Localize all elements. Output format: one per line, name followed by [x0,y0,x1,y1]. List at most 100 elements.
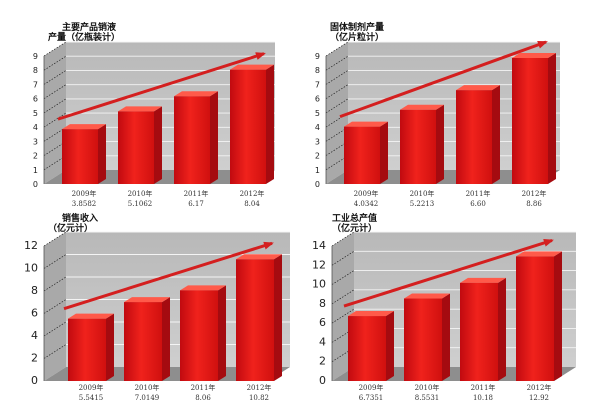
bar-front [62,129,98,184]
category-label: 2011年 [184,189,209,198]
value-label: 3.8582 [72,200,97,208]
bar-3 [174,91,218,184]
bar-side [380,121,388,184]
bar-top [516,251,562,257]
y-tick-label: 8 [31,284,38,297]
category-label: 2012年 [247,383,272,392]
bar-1 [344,121,388,184]
gridline-diag [325,84,349,99]
chart-subtitle: （亿片粒计） [330,31,384,43]
value-label: 8.86 [526,200,542,208]
y-tick-label: 5 [315,109,320,118]
value-label: 7.0149 [135,394,160,402]
gridline-diag [43,112,67,128]
gridline-diag [43,55,67,71]
gridline-diag [43,299,67,314]
bar-top [180,285,226,291]
bar-top [174,91,218,97]
y-tick-label: 4 [315,123,320,132]
bar-3 [456,85,500,184]
y-tick-label: 6 [319,316,326,329]
bar-side [106,313,114,381]
y-tick-label: 12 [24,239,38,252]
bar-top [348,311,394,317]
gridline-diag [43,98,67,114]
chart-title: 固体制剂产量 [330,21,384,33]
bar-side [442,293,450,381]
y-tick-label: 8 [33,66,38,75]
category-label: 2012年 [527,383,552,392]
y-tick-label: 2 [31,352,38,365]
bar-side [266,64,274,184]
y-tick-label: 2 [315,152,320,161]
side-wall [326,42,348,184]
bar-top [460,277,506,283]
trend-arrow [339,40,548,119]
category-label: 2009年 [79,383,104,392]
bar-top [456,85,500,91]
bar-front [400,109,436,184]
value-label: 5.1062 [128,200,153,208]
gridline-diag [43,70,67,85]
bar-3 [460,277,506,381]
gridline-diag [331,289,355,305]
y-tick-label: 6 [31,307,38,320]
bar-front [174,96,210,184]
side-wall [44,42,66,184]
category-label: 2009年 [354,189,379,198]
bar-top [236,254,282,260]
category-label: 2009年 [359,383,384,392]
bar-top [512,52,556,58]
gridline-diag [331,308,355,324]
bar-side [210,91,218,184]
bar-4 [236,254,282,381]
chart-panel-3: 0 2 4 6 8 10 12 2009年 5.5415 2010年 7.0149 2011年 8.06… [24,212,290,402]
gridline-diag [325,98,349,114]
category-label: 2010年 [135,383,160,392]
category-label: 2011年 [466,189,491,198]
gridline-diag [331,270,355,285]
chart-panel-1: 0 1 2 3 4 5 6 7 8 9 2009年 3.8582 2010年 5.1062 2011年 6.1… [33,21,275,208]
y-tick-label: 10 [24,262,38,275]
bar-2 [124,297,170,381]
chart-subtitle: （亿元计） [332,222,377,234]
gridline-diag [43,276,67,292]
bar-2 [400,104,444,184]
bar-1 [62,124,106,184]
bar-front [124,302,162,381]
gridline-diag [325,70,349,85]
gridline-diag [43,321,67,337]
bar-2 [118,106,162,184]
trend-arrow [63,241,274,311]
bar-side [386,311,394,381]
bar-4 [516,251,562,381]
bar-front [516,256,554,381]
y-tick-label: 6 [315,95,320,104]
gridline-diag [43,254,67,269]
bar-4 [512,52,556,184]
chart-panel-2: 0 1 2 3 4 5 6 7 8 9 2009年 4.0342 2010年 5.2213 2011年 6.6… [315,21,560,208]
value-label: 8.04 [244,200,260,208]
bar-top [68,313,114,319]
bar-front [460,282,498,381]
chart-subtitle: （亿元计） [48,222,93,234]
category-label: 2011年 [191,383,216,392]
bar-side [274,254,282,381]
bar-front [348,316,386,381]
value-label: 5.5415 [79,394,104,402]
value-label: 10.18 [473,394,493,402]
category-label: 2012年 [522,189,547,198]
bar-top [118,106,162,112]
value-label: 6.60 [470,200,486,208]
bar-top [124,297,170,303]
value-label: 5.2213 [410,200,435,208]
bar-side [162,297,170,381]
y-tick-label: 10 [312,278,326,291]
trend-arrow [57,52,266,121]
bar-side [218,285,226,381]
category-label: 2010年 [128,189,153,198]
bar-1 [348,311,394,381]
y-tick-label: 2 [319,355,326,368]
trend-arrow [343,238,554,308]
